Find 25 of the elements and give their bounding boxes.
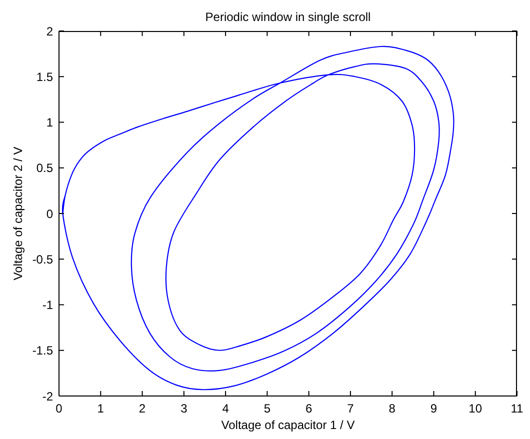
x-tick-label: 10 [468,402,482,416]
x-tick-label: 5 [264,402,271,416]
x-axis-title: Voltage of capacitor 1 / V [221,418,355,432]
y-tick-label: 1 [46,116,54,130]
y-tick-label: 2 [46,24,54,38]
line-series [62,46,454,390]
x-tick-label: 11 [510,402,524,416]
x-tick-label: 0 [56,402,63,416]
x-tick-label: 1 [97,402,104,416]
x-tick-label: 3 [180,402,188,416]
y-tick-label: 0 [46,206,54,221]
y-tick-label: 0.5 [36,161,54,176]
y-tick-label: -1 [42,298,54,312]
chart-title: Periodic window in single scroll [204,10,372,24]
y-tick-label: 1.5 [36,70,54,84]
x-tick-label: 8 [388,402,396,416]
y-tick-label: -1.5 [32,344,54,358]
x-tick-label: 6 [305,402,312,416]
x-tick-label: 9 [430,402,438,416]
x-tick-label: 2 [138,402,146,416]
y-tick-label: -0.5 [32,252,54,266]
y-tick-label: -2 [42,389,54,404]
x-tick-label: 7 [347,402,354,416]
y-axis-title: Voltage of capacitor 2 / V [11,146,25,280]
x-tick-label: 4 [222,402,230,416]
